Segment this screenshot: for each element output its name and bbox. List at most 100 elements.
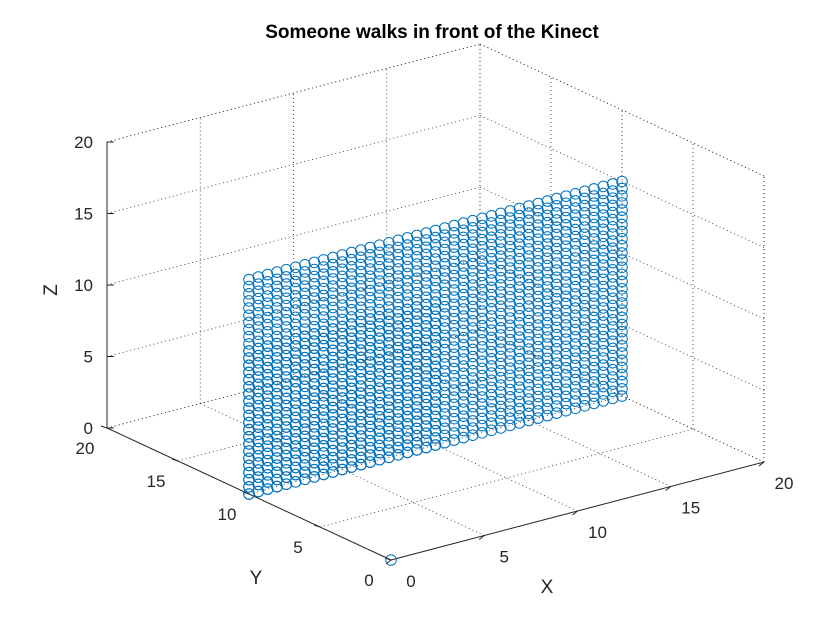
data-point [308, 456, 321, 469]
data-point [345, 289, 358, 302]
data-point [485, 217, 498, 229]
data-point [243, 445, 255, 457]
data-point [317, 397, 330, 409]
data-point [467, 243, 479, 256]
data-point [243, 459, 255, 472]
data-point [280, 299, 293, 312]
data-point [560, 269, 572, 281]
data-point [336, 413, 349, 426]
data-point [280, 342, 293, 355]
data-point [495, 293, 507, 305]
data-point [485, 317, 498, 329]
data-point [616, 240, 628, 252]
data-point [317, 375, 330, 388]
data-point [606, 306, 619, 319]
x-tick-label: 20 [775, 474, 794, 493]
data-point [597, 323, 610, 336]
data-point [616, 361, 628, 374]
data-point [420, 348, 433, 361]
data-point [373, 411, 386, 423]
data-point [373, 246, 386, 259]
data-point [588, 304, 600, 317]
data-point [392, 413, 405, 425]
data-point [597, 237, 610, 250]
data-point [439, 279, 451, 292]
data-point [429, 417, 442, 430]
data-point [457, 310, 470, 322]
data-point [541, 231, 554, 243]
data-point [606, 292, 619, 305]
data-point [476, 312, 488, 325]
data-point [495, 329, 507, 341]
data-point [448, 327, 460, 339]
data-point [467, 293, 479, 306]
data-point [439, 336, 451, 349]
data-point [485, 338, 498, 351]
data-point [429, 396, 442, 408]
grid-line-sidewall-z [479, 186, 765, 320]
data-point [532, 319, 544, 331]
data-point [476, 369, 488, 382]
data-point [429, 424, 442, 437]
data-point [355, 265, 367, 278]
data-point [420, 441, 433, 454]
data-point [411, 236, 423, 249]
data-point [541, 366, 554, 379]
data-point [289, 268, 302, 281]
data-point [513, 410, 526, 422]
data-point [485, 410, 498, 422]
data-point [476, 362, 488, 375]
data-point [327, 373, 339, 385]
data-point [420, 248, 433, 261]
data-point [401, 410, 414, 423]
data-point [550, 250, 563, 262]
data-point [532, 290, 544, 303]
data-point [289, 275, 302, 288]
data-point [541, 216, 554, 229]
data-point [364, 356, 377, 368]
data-point [308, 328, 321, 340]
data-point [280, 442, 293, 455]
data-point [364, 406, 377, 418]
data-point [569, 345, 582, 357]
data-point [308, 292, 321, 304]
data-point [383, 344, 395, 356]
data-point [606, 178, 619, 190]
data-point [467, 393, 479, 406]
data-point [588, 311, 600, 324]
data-point [569, 252, 582, 264]
data-point [578, 228, 591, 240]
data-point [392, 356, 405, 368]
data-point [597, 337, 610, 350]
data-point [485, 295, 498, 308]
data-point [532, 326, 544, 339]
data-point [513, 281, 526, 293]
data-point [289, 282, 302, 295]
data-point [429, 274, 442, 287]
data-point [476, 219, 488, 232]
data-point [439, 265, 451, 277]
data-point [271, 387, 283, 400]
data-point [336, 428, 349, 440]
data-point [271, 273, 283, 286]
data-point [485, 367, 498, 379]
data-point [550, 307, 563, 319]
data-point [420, 420, 433, 432]
data-point [606, 256, 619, 269]
data-point [420, 370, 433, 382]
data-point [383, 337, 395, 349]
data-point [317, 318, 330, 331]
data-point [550, 214, 563, 226]
data-point [345, 446, 358, 459]
data-point [345, 411, 358, 423]
data-point [523, 307, 535, 320]
data-point [411, 229, 423, 242]
x-tick-label: 5 [500, 548, 509, 567]
data-point [243, 438, 255, 450]
data-point [271, 280, 283, 293]
data-point [364, 306, 377, 318]
data-point [523, 243, 535, 255]
data-point [485, 345, 498, 358]
data-point [327, 437, 339, 450]
data-point [243, 431, 255, 443]
